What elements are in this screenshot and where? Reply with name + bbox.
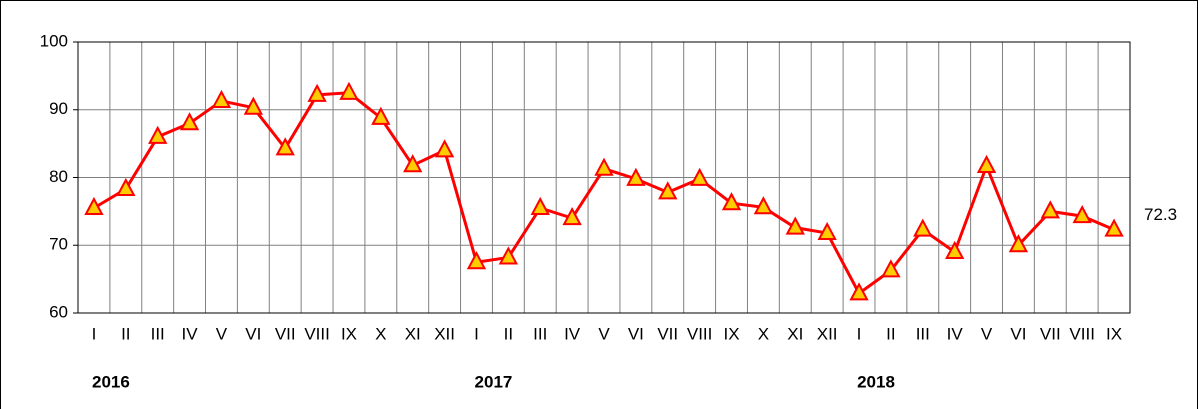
x-tick-label: VI — [1010, 324, 1026, 343]
x-tick-label: XI — [787, 324, 803, 343]
marker — [84, 196, 104, 215]
x-tick-label: VIII — [687, 324, 713, 343]
marker — [913, 218, 933, 237]
plot-border — [77, 41, 1131, 314]
x-tick-label: III — [533, 324, 547, 343]
x-tick-label: X — [375, 324, 386, 343]
y-tick-label: 100 — [40, 31, 68, 50]
x-tick-label: III — [151, 324, 165, 343]
x-tick-label: XII — [434, 324, 455, 343]
marker — [562, 207, 582, 226]
x-tick-label: V — [981, 324, 993, 343]
marker — [498, 246, 519, 265]
x-tick-label: I — [92, 324, 97, 343]
marker — [307, 83, 327, 102]
x-tick-label: VII — [1040, 324, 1061, 343]
x-tick-label: IX — [723, 324, 739, 343]
x-tick-label: V — [216, 324, 228, 343]
marker — [1104, 218, 1124, 237]
x-tick-label: VI — [628, 324, 644, 343]
marker — [243, 96, 264, 115]
marker — [817, 221, 837, 241]
marker — [753, 196, 774, 215]
marker — [849, 282, 869, 301]
x-tick-label: XII — [817, 324, 838, 343]
marker — [371, 106, 391, 125]
marker — [434, 139, 455, 158]
marker — [466, 251, 487, 270]
x-tick-label: II — [886, 324, 895, 343]
year-label: 2017 — [475, 372, 513, 391]
marker — [976, 154, 997, 173]
marker — [785, 216, 805, 235]
x-tick-label: I — [857, 324, 862, 343]
x-tick-label: III — [916, 324, 930, 343]
x-tick-label: IV — [182, 324, 199, 343]
marker — [945, 240, 965, 260]
x-tick-label: I — [474, 324, 479, 343]
y-tick-label: 80 — [49, 167, 68, 186]
x-tick-label: V — [598, 324, 610, 343]
x-tick-label: XI — [405, 324, 421, 343]
x-tick-label: X — [758, 324, 769, 343]
marker — [1040, 200, 1060, 219]
marker — [881, 259, 901, 278]
x-tick-label: VI — [245, 324, 261, 343]
marker — [626, 167, 646, 186]
marker — [1008, 234, 1029, 253]
x-tick-label: IV — [947, 324, 964, 343]
x-tick-label: IV — [564, 324, 581, 343]
year-label: 2016 — [92, 372, 130, 391]
marker — [116, 177, 136, 197]
marker — [658, 181, 678, 200]
x-tick-label: VIII — [304, 324, 330, 343]
y-tick-label: 90 — [49, 99, 68, 118]
marker — [211, 89, 232, 108]
marker — [1072, 204, 1092, 224]
data-label: 72.3 — [1144, 205, 1177, 224]
y-tick-label: 70 — [49, 235, 68, 254]
x-tick-label: II — [504, 324, 513, 343]
marker — [179, 112, 200, 131]
marker — [339, 81, 359, 100]
x-tick-label: IX — [1106, 324, 1122, 343]
x-tick-label: VII — [275, 324, 296, 343]
marker — [721, 192, 742, 211]
marker — [530, 196, 550, 215]
year-label: 2018 — [857, 372, 895, 391]
marker — [689, 167, 710, 186]
marker — [594, 157, 614, 176]
x-tick-label: II — [121, 324, 130, 343]
marker — [148, 125, 168, 144]
marker — [275, 137, 295, 156]
x-tick-label: VII — [657, 324, 678, 343]
marker — [403, 154, 423, 173]
x-tick-label: VIII — [1069, 324, 1095, 343]
x-tick-label: IX — [341, 324, 357, 343]
y-tick-label: 60 — [49, 302, 68, 321]
